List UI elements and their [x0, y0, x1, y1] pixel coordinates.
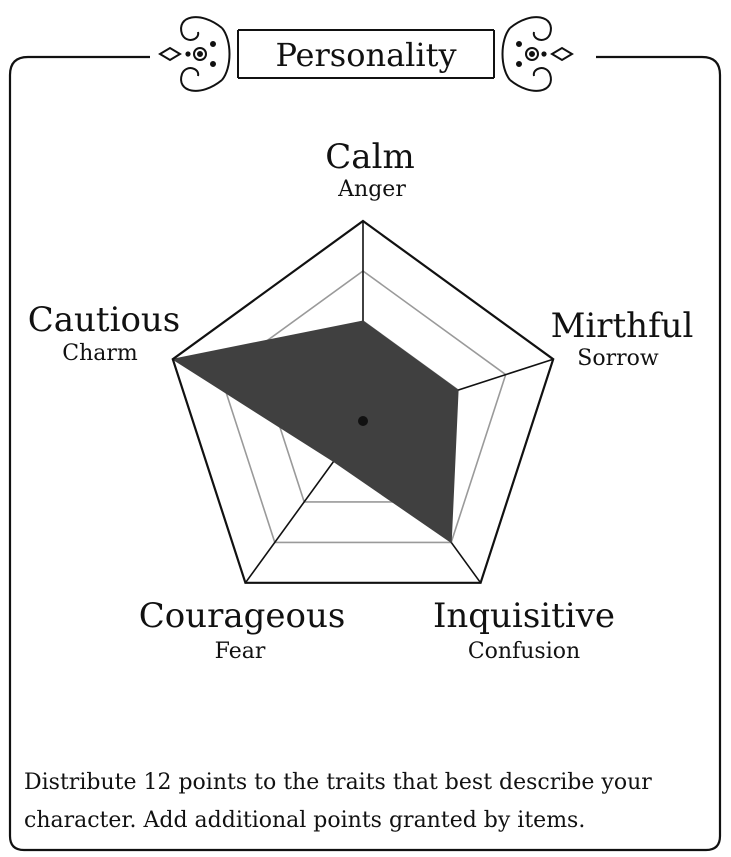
radar-area	[171, 320, 459, 544]
left-flourish-icon	[180, 16, 231, 92]
axis-label-cautious: Cautious	[28, 300, 181, 340]
axis-sublabel-confusion: Confusion	[468, 639, 580, 664]
page-title: Personality	[275, 36, 456, 74]
axis-sublabel-fear: Fear	[215, 639, 266, 664]
axis-sublabel-sorrow: Sorrow	[577, 346, 659, 371]
radar-outline	[171, 219, 555, 584]
left-diamond-icon	[158, 46, 182, 62]
axis-label-courageous: Courageous	[139, 596, 346, 636]
center-dot	[358, 416, 368, 426]
instructions-text: Distribute 12 points to the traits that …	[24, 770, 652, 833]
axis-label-mirthful: Mirthful	[551, 306, 694, 346]
title-ornament	[158, 16, 574, 92]
card-frame	[8, 55, 722, 852]
axis-label-calm: Calm	[325, 137, 414, 177]
right-flourish-icon	[501, 16, 552, 92]
right-diamond-icon	[550, 46, 574, 62]
axis-sublabel-anger: Anger	[337, 177, 406, 202]
trait-values-area	[171, 320, 459, 544]
axis-label-inquisitive: Inquisitive	[433, 596, 615, 636]
radar-outer-ring	[171, 219, 555, 584]
axis-sublabel-charm: Charm	[62, 341, 138, 366]
